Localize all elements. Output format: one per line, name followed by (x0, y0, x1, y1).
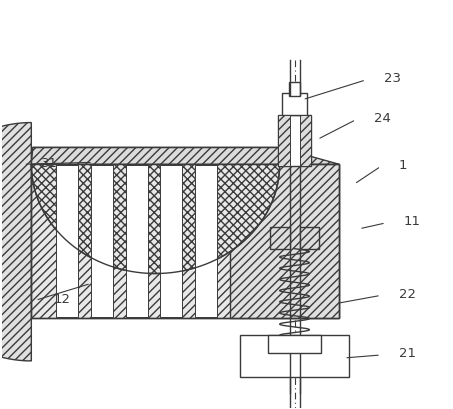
Text: 24: 24 (374, 112, 391, 125)
Bar (270, 227, 289, 249)
Bar (240, 335, 349, 377)
Text: 31: 31 (41, 156, 58, 169)
Text: 21: 21 (399, 347, 416, 360)
Bar (289, 83, 300, 97)
Bar (125, 166, 148, 317)
Text: 23: 23 (384, 72, 401, 85)
Text: 22: 22 (399, 287, 416, 300)
Bar (282, 94, 308, 115)
Bar (31, 165, 339, 319)
Bar (268, 335, 321, 353)
Polygon shape (31, 148, 339, 165)
Bar (31, 165, 339, 319)
Bar (230, 165, 339, 319)
Bar (91, 166, 113, 317)
Text: 1: 1 (399, 158, 407, 171)
Polygon shape (0, 123, 31, 361)
Text: 11: 11 (404, 215, 421, 228)
Bar (299, 227, 319, 249)
Polygon shape (31, 165, 280, 274)
Bar (160, 166, 182, 317)
Text: 12: 12 (53, 292, 70, 305)
Bar (195, 166, 217, 317)
Bar (278, 115, 289, 167)
Bar (278, 115, 311, 167)
Bar (299, 115, 311, 167)
Bar (56, 166, 78, 317)
